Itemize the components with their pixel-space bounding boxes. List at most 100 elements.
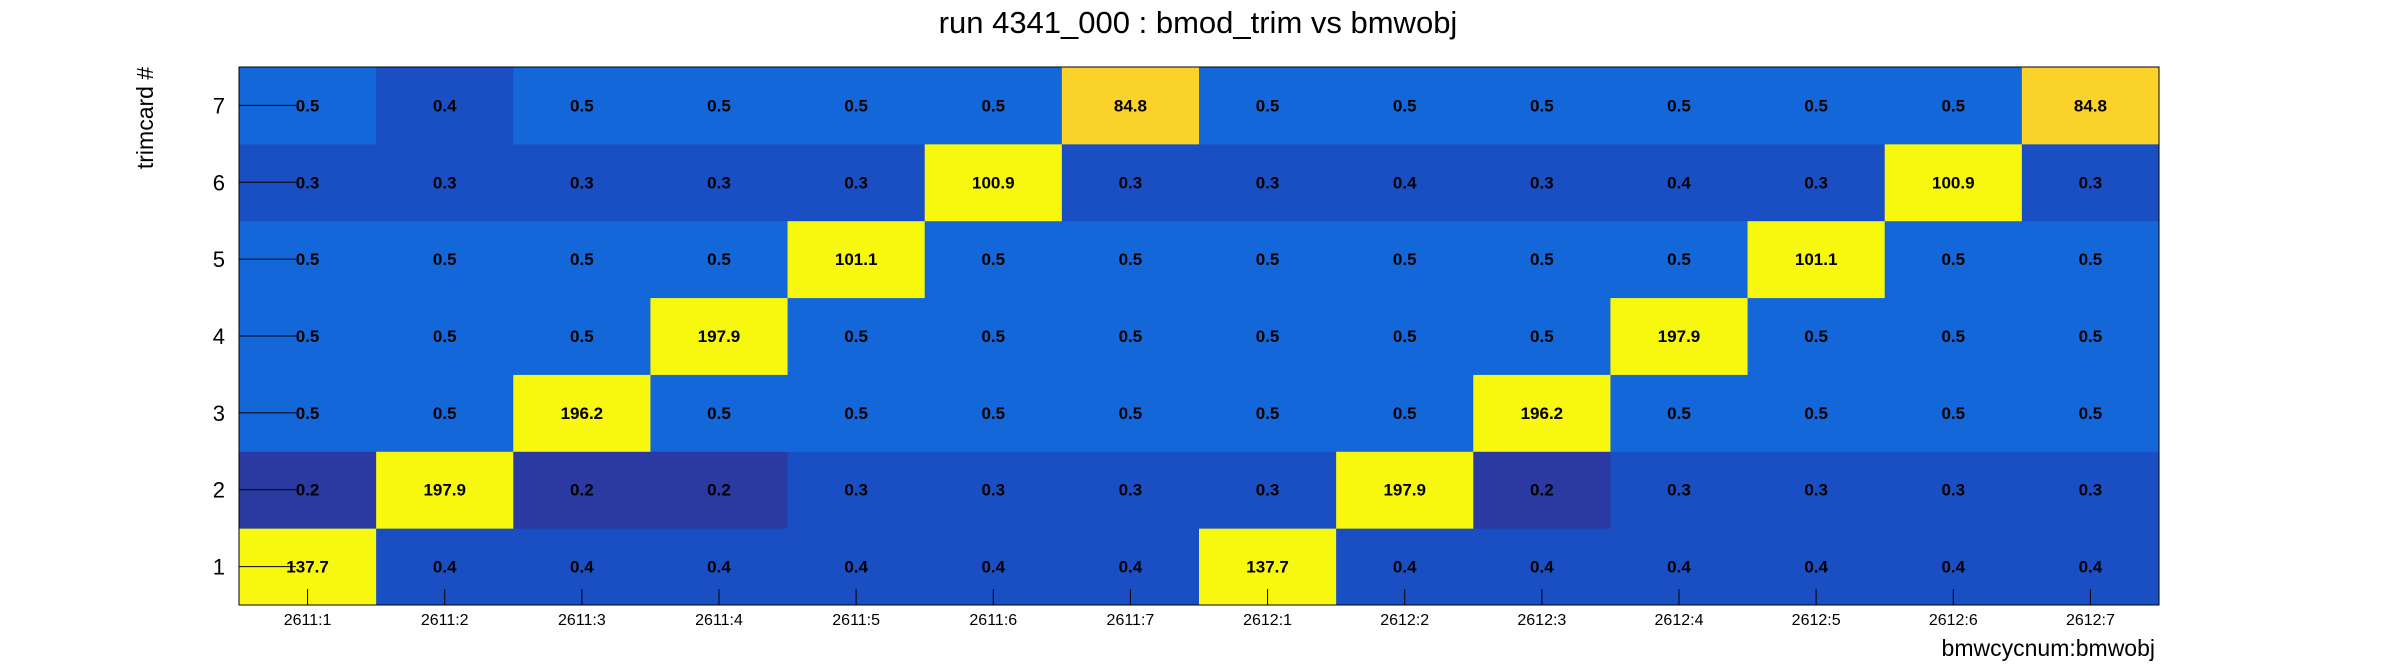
heatmap-cell: [513, 220, 651, 299]
cell-value-label: 0.5: [1393, 404, 1417, 423]
x-tick-label: 2612:5: [1792, 612, 1841, 629]
cell-value-label: 0.5: [1119, 250, 1143, 269]
heatmap-cell: [1199, 297, 1337, 375]
cell-value-label: 0.5: [981, 250, 1005, 269]
cell-value-label: 0.5: [1530, 96, 1554, 115]
cell-value-label: 0.3: [981, 481, 1005, 500]
cell-value-label: 0.5: [1393, 96, 1417, 115]
y-tick-label: 4: [213, 324, 225, 349]
heatmap-cell: [1747, 143, 1886, 222]
heatmap-cell: [1610, 67, 1749, 145]
heatmap-cell: [2021, 143, 2160, 222]
heatmap-cell: [1061, 220, 1200, 299]
cell-value-label: 0.5: [296, 250, 320, 269]
heatmap-cell: [1884, 143, 2023, 222]
heatmap-cell: [2021, 297, 2160, 375]
heatmap-cell: [376, 67, 514, 145]
cell-value-label: 0.3: [1119, 481, 1143, 500]
x-tick-label: 2611:7: [1107, 612, 1155, 629]
cell-value-label: 0.2: [1530, 481, 1554, 500]
cell-value-label: 84.8: [1114, 96, 1147, 115]
cell-value-label: 0.5: [433, 404, 457, 423]
cell-value-label: 0.4: [1941, 558, 1965, 577]
cell-value-label: 0.5: [1256, 96, 1280, 115]
heatmap-cell: [1610, 451, 1749, 529]
x-tick-label: 2611:2: [421, 612, 469, 629]
cell-value-label: 0.2: [707, 481, 731, 500]
heatmap-cell: [650, 220, 789, 299]
cell-value-label: 0.3: [1119, 173, 1143, 192]
cell-value-label: 0.5: [1256, 404, 1280, 423]
cell-value-label: 0.3: [433, 173, 457, 192]
x-tick-label: 2611:5: [832, 612, 880, 629]
x-tick-label: 2612:6: [1929, 612, 1978, 629]
cell-value-label: 0.5: [707, 250, 731, 269]
y-tick-label: 2: [213, 478, 225, 503]
heatmap-cell: [1473, 143, 1611, 222]
cell-value-label: 0.4: [1667, 173, 1691, 192]
heatmap-cell: [513, 451, 651, 529]
x-tick-label: 2612:2: [1380, 612, 1429, 629]
cell-value-label: 0.5: [707, 96, 731, 115]
heatmap-cell: [1336, 297, 1474, 375]
heatmap-cell: [1199, 143, 1337, 222]
heatmap-cell: [650, 143, 789, 222]
heatmap-cell: [1884, 67, 2023, 145]
heatmap-cell: [924, 451, 1063, 529]
heatmap-cell: [924, 374, 1063, 452]
cell-value-label: 0.5: [981, 404, 1005, 423]
cell-value-label: 0.5: [844, 327, 868, 346]
cell-value-label: 0.4: [1804, 558, 1828, 577]
heatmap-cell: [1336, 143, 1474, 222]
y-tick-label: 5: [213, 247, 225, 272]
chart-title: run 4341_000 : bmod_trim vs bmwobj: [939, 5, 1458, 40]
cell-value-label: 0.5: [844, 96, 868, 115]
cell-value-label: 0.5: [1667, 250, 1691, 269]
cell-value-label: 197.9: [1658, 327, 1701, 346]
heatmap-cell: [2021, 374, 2160, 452]
heatmap-cell: [1884, 220, 2023, 299]
cell-value-label: 0.4: [1667, 558, 1691, 577]
x-tick-label: 2612:3: [1517, 612, 1566, 629]
heatmap-cell: [1473, 451, 1611, 529]
cell-value-label: 100.9: [1932, 173, 1975, 192]
y-tick-label: 3: [213, 401, 225, 426]
heatmap-cell: [1747, 374, 1886, 452]
heatmap-cell: [1747, 451, 1886, 529]
x-tick-label: 2611:3: [558, 612, 606, 629]
heatmap-cell: [1473, 67, 1611, 145]
x-tick-label: 2611:4: [695, 612, 743, 629]
y-tick-label: 1: [213, 555, 225, 580]
cell-value-label: 137.7: [1246, 558, 1289, 577]
heatmap-cell: [376, 374, 514, 452]
cell-value-label: 0.5: [1393, 327, 1417, 346]
cell-value-label: 0.5: [1119, 404, 1143, 423]
cell-value-label: 0.3: [2079, 173, 2103, 192]
heatmap-cell: [1473, 297, 1611, 375]
heatmap-cell: [787, 374, 926, 452]
heatmap-cell: [787, 143, 926, 222]
heatmap-cell: [1061, 297, 1200, 375]
heatmap-cell: [1061, 374, 1200, 452]
heatmap-cell: [2021, 67, 2160, 145]
heatmap-cell: [1473, 374, 1611, 452]
cell-value-label: 0.5: [2079, 404, 2103, 423]
cell-value-label: 100.9: [972, 173, 1015, 192]
cell-value-label: 101.1: [835, 250, 878, 269]
heatmap-cell: [513, 67, 651, 145]
cell-value-label: 0.5: [1804, 96, 1828, 115]
cell-value-label: 0.4: [1393, 558, 1417, 577]
cell-value-label: 101.1: [1795, 250, 1838, 269]
heatmap-cell: [1336, 220, 1474, 299]
cell-value-label: 0.3: [844, 173, 868, 192]
cell-value-label: 0.5: [1804, 404, 1828, 423]
heatmap-cell: [650, 451, 789, 529]
heatmap-cell: [2021, 220, 2160, 299]
heatmap-cell: [1747, 297, 1886, 375]
cell-value-label: 0.5: [1667, 404, 1691, 423]
cell-value-label: 0.5: [570, 250, 594, 269]
cell-value-label: 84.8: [2074, 96, 2107, 115]
cell-value-label: 0.5: [981, 96, 1005, 115]
heatmap-cell: [1610, 220, 1749, 299]
cell-value-label: 0.3: [1941, 481, 1965, 500]
